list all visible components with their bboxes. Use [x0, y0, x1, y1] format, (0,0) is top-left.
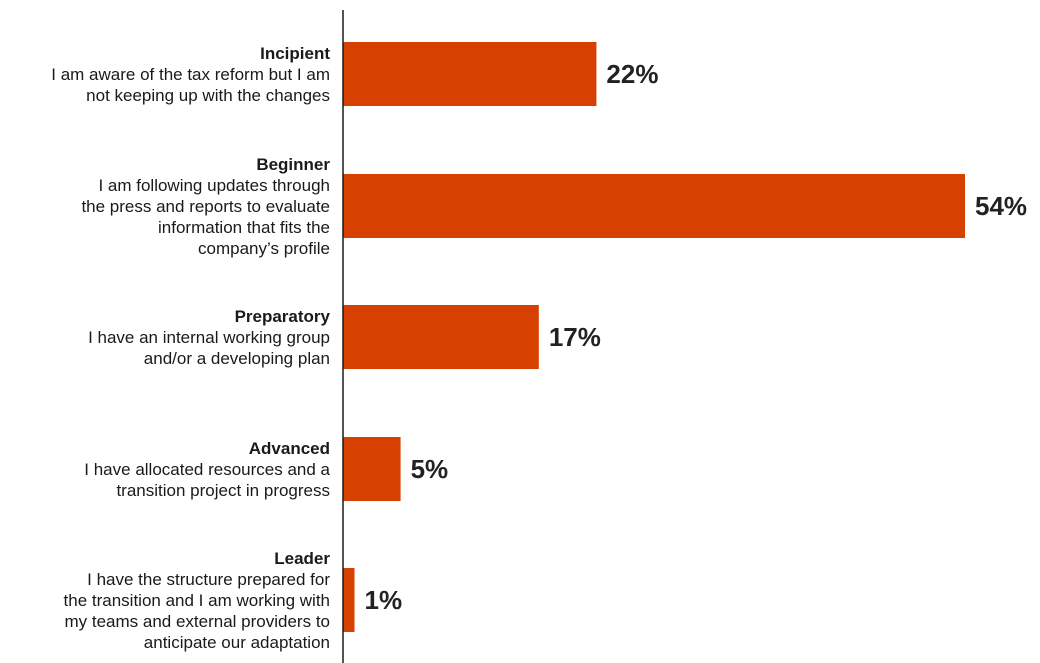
category-description-line: the press and reports to evaluate [81, 197, 330, 216]
value-label: 22% [606, 59, 658, 89]
category-label-preparatory: Preparatory I have an internal working gr… [88, 307, 330, 368]
category-description-line: I have allocated resources and a [84, 460, 330, 479]
category-description-line: anticipate our adaptation [144, 633, 330, 652]
value-label: 17% [549, 322, 601, 352]
category-name: Incipient [260, 44, 330, 63]
bar-preparatory [343, 305, 539, 369]
category-description-line: I have an internal working group [88, 328, 330, 347]
category-name: Advanced [249, 439, 330, 458]
value-label: 1% [365, 585, 403, 615]
category-description-line: transition project in progress [116, 481, 330, 500]
category-description-line: I am aware of the tax reform but I am [51, 65, 330, 84]
category-label-leader: Leader I have the structure prepared for t… [64, 549, 331, 652]
bar-incipient [343, 42, 597, 106]
category-label-beginner: Beginner I am following updates through th… [81, 155, 330, 258]
value-label: 54% [975, 191, 1027, 221]
bar-beginner [343, 174, 965, 238]
bar-leader [343, 568, 355, 632]
category-description-line: company’s profile [198, 239, 330, 258]
category-description-line: I am following updates through [98, 176, 330, 195]
category-label-incipient: Incipient I am aware of the tax reform bu… [51, 44, 330, 105]
bar-advanced [343, 437, 401, 501]
category-name: Leader [274, 549, 330, 568]
category-description-line: the transition and I am working with [64, 591, 330, 610]
category-labels-layer: Incipient I am aware of the tax reform bu… [51, 44, 330, 652]
category-description-line: information that fits the [158, 218, 330, 237]
bars-layer [343, 42, 965, 632]
value-label: 5% [411, 454, 449, 484]
category-description-line: and/or a developing plan [144, 349, 330, 368]
category-name: Preparatory [235, 307, 331, 326]
category-description-line: I have the structure prepared for [87, 570, 330, 589]
category-name: Beginner [256, 155, 330, 174]
category-description-line: not keeping up with the changes [86, 86, 330, 105]
value-labels-layer: 22% 54% 17% 5% 1% [365, 59, 1028, 615]
category-label-advanced: Advanced I have allocated resources and a… [84, 439, 330, 500]
category-description-line: my teams and external providers to [64, 612, 330, 631]
